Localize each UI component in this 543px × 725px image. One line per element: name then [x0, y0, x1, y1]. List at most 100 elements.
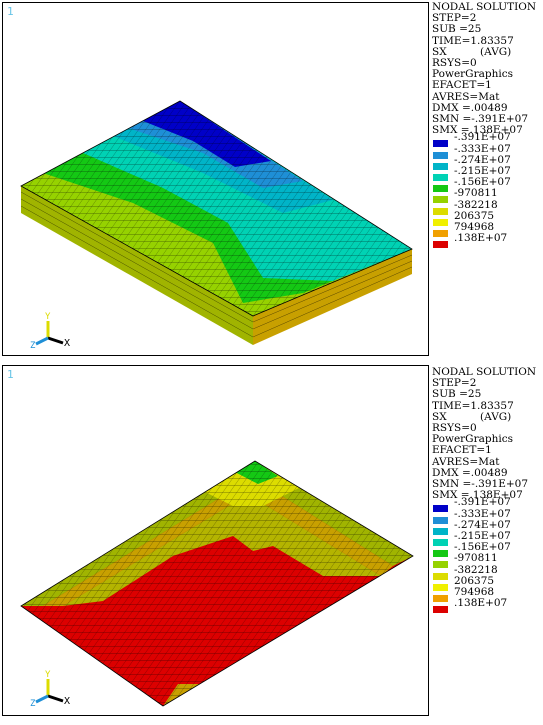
- scale-label: -382218: [454, 198, 498, 211]
- plate-top-face: [21, 101, 412, 316]
- scale-label: 206375: [454, 209, 495, 222]
- legend-line: SMN =-.391E+07: [432, 113, 529, 126]
- color-swatch: [433, 550, 448, 558]
- legend-line: NODAL SOLUTION: [432, 366, 537, 378]
- legend-1: NODAL SOLUTION STEP=2 SUB =25 TIME=1.833…: [432, 1, 542, 250]
- triad-y-label: Y: [45, 312, 51, 322]
- contour-color-scale: -.391E+07 -.333E+07 -.274E+07 -.215E+07 …: [432, 132, 542, 250]
- legend-line: PowerGraphics: [432, 68, 513, 81]
- scale-label: -970811: [454, 552, 498, 565]
- color-swatch: [433, 606, 448, 614]
- legend-line: SMX =.138E+07: [432, 489, 523, 502]
- scale-row: -.156E+07: [432, 541, 542, 558]
- scale-label: -.156E+07: [454, 541, 511, 554]
- color-swatch: [433, 162, 448, 170]
- color-swatch: [433, 196, 448, 204]
- plate-right-face: [253, 249, 412, 345]
- color-swatch: [433, 527, 448, 535]
- scale-row: -970811: [432, 188, 542, 204]
- legend-line: TIME=1.83357: [432, 34, 514, 47]
- color-swatch: [433, 185, 448, 193]
- legend-line: EFACET=1: [432, 79, 492, 92]
- scale-row: -.215E+07: [432, 530, 542, 547]
- color-swatch: [433, 229, 448, 237]
- contour-plot-window-1: 1 Y: [2, 2, 429, 356]
- scale-row: 794968: [432, 586, 542, 603]
- triad-x-label: X: [64, 338, 70, 349]
- plate-contour-view-1: Y X Z: [20, 100, 413, 351]
- scale-label: 794968: [454, 220, 495, 233]
- triad-x-label: X: [64, 696, 70, 707]
- scale-row: -.274E+07: [432, 519, 542, 536]
- color-swatch: [433, 505, 448, 513]
- window-number: 1: [7, 368, 14, 381]
- color-swatch: [433, 241, 448, 249]
- contour-plot-window-2: 1 Y X Z: [2, 365, 429, 716]
- color-swatch: [433, 218, 448, 226]
- scale-label: -382218: [454, 563, 498, 576]
- legend-line: AVRES=Mat: [432, 455, 500, 468]
- scale-row: -.274E+07: [432, 154, 542, 171]
- legend-line: NODAL SOLUTION: [432, 1, 537, 13]
- legend-line: SX (AVG): [432, 45, 512, 58]
- legend-line: RSYS=0: [432, 57, 477, 70]
- scale-label: -.391E+07: [454, 496, 511, 509]
- scale-row: -.215E+07: [432, 165, 542, 182]
- color-swatch: [433, 207, 448, 215]
- scale-label: 794968: [454, 585, 495, 598]
- scale-row: -.156E+07: [432, 176, 542, 193]
- contour-color-scale: -.391E+07 -.333E+07 -.274E+07 -.215E+07 …: [432, 497, 542, 615]
- legend-line: SUB =25: [432, 388, 482, 401]
- legend-2: NODAL SOLUTION STEP=2 SUB =25 TIME=1.833…: [432, 366, 542, 615]
- legend-line: STEP=2: [432, 12, 477, 25]
- legend-line: DMX =.00489: [432, 101, 508, 114]
- legend-line: SX (AVG): [432, 410, 512, 423]
- scale-row: .138E+07: [432, 232, 542, 250]
- legend-line: TIME=1.83357: [432, 399, 514, 412]
- scale-row: 794968: [432, 221, 542, 238]
- scale-label: -.156E+07: [454, 176, 511, 189]
- scale-row: -382218: [432, 564, 542, 581]
- scale-label: 206375: [454, 574, 495, 587]
- legend-line: SUB =25: [432, 23, 482, 36]
- plate-front-face: [21, 186, 253, 345]
- scale-label: -.333E+07: [454, 142, 511, 155]
- color-swatch: [433, 583, 448, 591]
- scale-label: -.391E+07: [454, 131, 511, 144]
- scale-label: -.274E+07: [454, 153, 511, 166]
- legend-line: SMN =-.391E+07: [432, 478, 529, 491]
- window-number: 1: [7, 5, 14, 18]
- scale-row: 206375: [432, 210, 542, 227]
- scale-label: -.215E+07: [454, 165, 511, 177]
- color-swatch: [433, 174, 448, 181]
- legend-line: AVRES=Mat: [432, 90, 500, 103]
- color-swatch: [433, 151, 448, 159]
- scale-row: .138E+07: [432, 597, 542, 615]
- scale-label: .138E+07: [454, 597, 508, 610]
- color-swatch: [433, 539, 448, 546]
- plate-contour-view-2: Y X Z: [20, 460, 414, 709]
- scale-label: -970811: [454, 187, 498, 200]
- scale-row: -382218: [432, 199, 542, 216]
- legend-line: DMX =.00489: [432, 466, 508, 479]
- coordinate-triad: Y X Z: [30, 670, 70, 709]
- triad-z-label: Z: [30, 699, 36, 709]
- scale-label: -.274E+07: [454, 518, 511, 531]
- legend-line: EFACET=1: [432, 444, 492, 457]
- legend-line: PowerGraphics: [432, 433, 513, 446]
- scale-row: -.333E+07: [432, 508, 542, 525]
- scale-row: 206375: [432, 575, 542, 592]
- scale-row: -.333E+07: [432, 143, 542, 160]
- legend-line: RSYS=0: [432, 422, 477, 435]
- scale-row: -970811: [432, 553, 542, 569]
- coordinate-triad: Y X Z: [30, 312, 70, 351]
- scale-label: -.333E+07: [454, 507, 511, 520]
- scale-label: -.215E+07: [454, 530, 511, 542]
- triad-y-label: Y: [45, 670, 51, 680]
- scale-row: -.391E+07: [432, 497, 542, 513]
- scale-row: -.391E+07: [432, 132, 542, 148]
- color-swatch: [433, 561, 448, 569]
- color-swatch: [433, 594, 448, 602]
- legend-line: SMX =.138E+07: [432, 124, 523, 137]
- legend-line: STEP=2: [432, 377, 477, 390]
